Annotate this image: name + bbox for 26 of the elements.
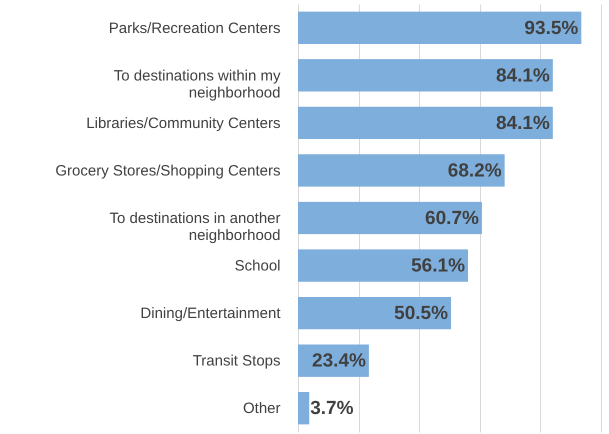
bar xyxy=(298,202,482,234)
data-label: 56.1% xyxy=(411,256,466,277)
y-tick-label: Other xyxy=(242,400,281,418)
y-tick-label: Parks/Recreation Centers xyxy=(108,20,280,37)
data-label: 84.1% xyxy=(496,112,550,134)
y-tick-label: Grocery Stores/Shopping Centers xyxy=(55,162,280,180)
bar xyxy=(298,154,505,187)
data-label: 50.5% xyxy=(394,303,448,324)
bar xyxy=(298,249,468,282)
bar xyxy=(298,59,553,92)
y-tick-label: To destinations in another neighborhood xyxy=(110,210,280,244)
data-label: 60.7% xyxy=(425,208,480,229)
data-label: 84.1% xyxy=(496,65,550,86)
y-tick-label: Libraries/Community Centers xyxy=(86,114,280,132)
bar xyxy=(298,296,452,330)
data-label: 3.7% xyxy=(310,398,354,420)
bar xyxy=(298,392,310,424)
y-tick-label: Dining/Entertainment xyxy=(140,305,282,322)
bar xyxy=(298,106,553,140)
bar xyxy=(298,12,582,44)
y-tick-label: Transit Stops xyxy=(192,352,280,370)
y-tick-label: School xyxy=(234,258,280,275)
y-tick-label: To destinations within my neighborhood xyxy=(114,67,281,102)
data-label: 68.2% xyxy=(448,160,502,182)
data-label: 93.5% xyxy=(524,18,578,39)
data-label: 23.4% xyxy=(312,350,366,372)
